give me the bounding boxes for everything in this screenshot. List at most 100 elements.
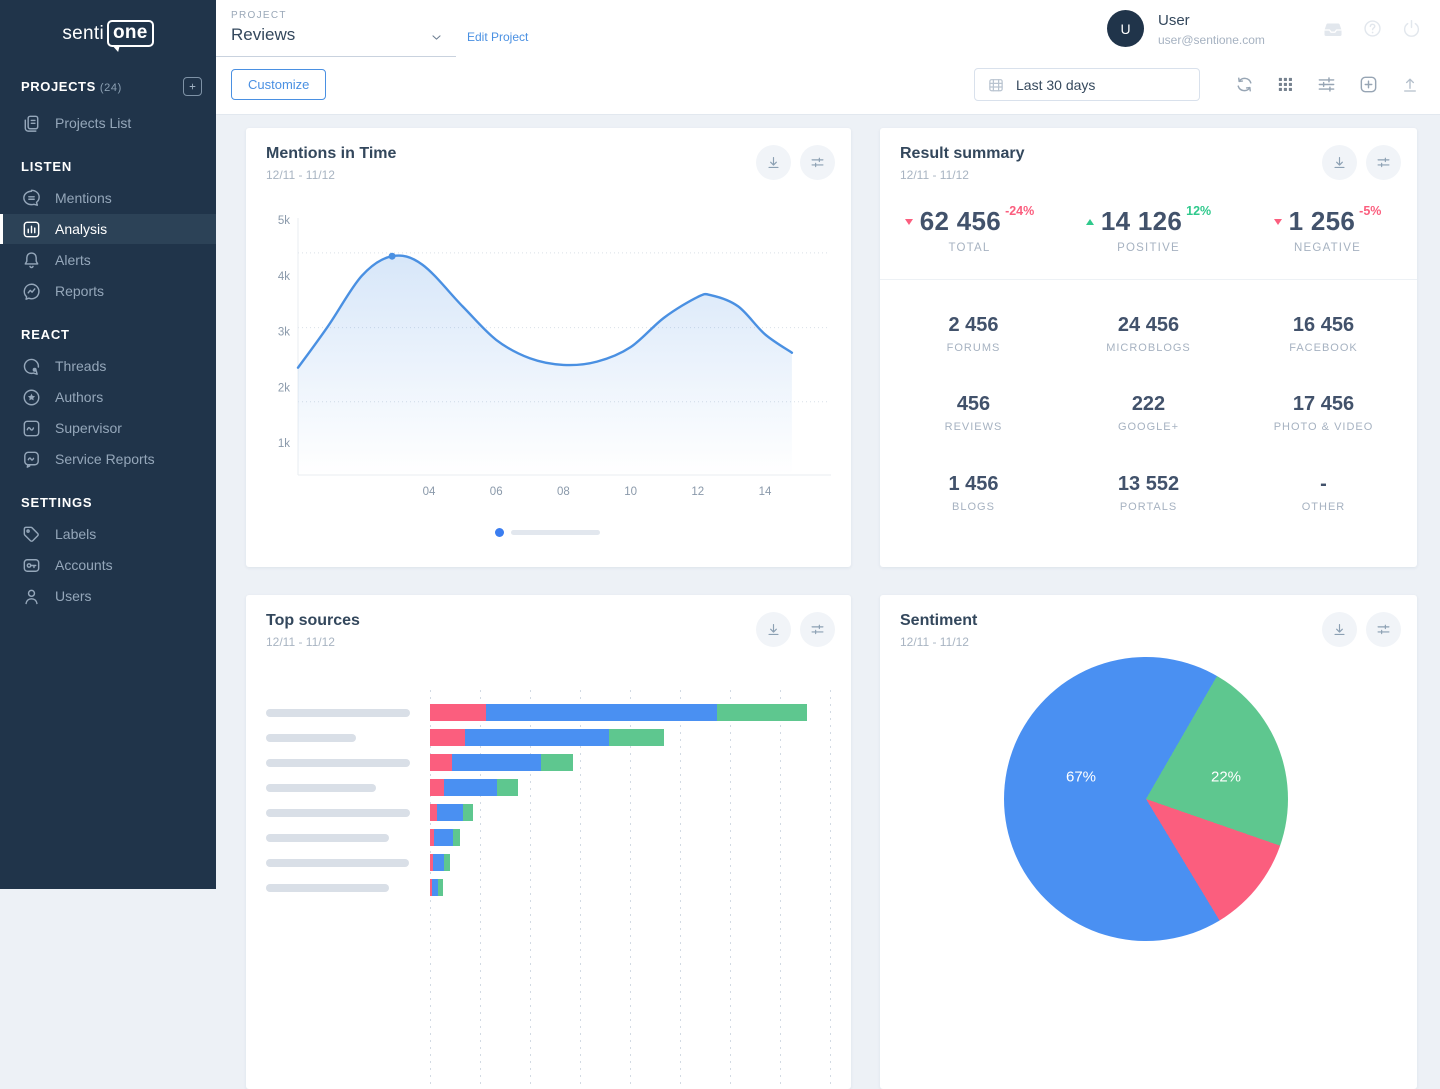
widget-settings-button[interactable] bbox=[800, 612, 835, 647]
grid-layout-icon[interactable] bbox=[1276, 75, 1295, 94]
bar-segment-neutral bbox=[465, 729, 609, 746]
app-logo[interactable]: senti one bbox=[0, 0, 216, 59]
download-button[interactable] bbox=[1322, 612, 1357, 647]
edit-project-link[interactable]: Edit Project bbox=[467, 30, 529, 44]
star-circle-icon bbox=[21, 387, 42, 408]
filters-icon[interactable] bbox=[1316, 74, 1337, 95]
bar-segment-positive bbox=[438, 879, 443, 896]
source-stacked-bar bbox=[430, 704, 807, 721]
summary-total-value: 14 126 bbox=[1100, 206, 1183, 236]
bar-segment-negative bbox=[430, 804, 437, 821]
export-icon[interactable] bbox=[1400, 75, 1420, 95]
bell-icon bbox=[21, 250, 42, 271]
sidebar-item-accounts[interactable]: Accounts bbox=[0, 550, 216, 580]
user-menu[interactable]: U User user@sentione.com bbox=[1107, 10, 1265, 47]
source-row[interactable] bbox=[246, 850, 851, 875]
bar-segment-positive bbox=[463, 804, 473, 821]
svg-text:06: 06 bbox=[490, 486, 503, 498]
project-selector[interactable]: PROJECT Reviews bbox=[216, 0, 456, 57]
summary-total-label: NEGATIVE bbox=[1294, 242, 1361, 254]
sidebar-item-users[interactable]: Users bbox=[0, 581, 216, 611]
pulse-square-icon bbox=[21, 418, 42, 439]
svg-text:5k: 5k bbox=[278, 215, 290, 227]
source-row[interactable] bbox=[246, 800, 851, 825]
download-button[interactable] bbox=[1322, 145, 1357, 180]
sidebar-item-mentions[interactable]: Mentions bbox=[0, 183, 216, 213]
bar-segment-positive bbox=[497, 779, 518, 796]
help-icon[interactable] bbox=[1362, 18, 1383, 40]
summary-total-value: 62 456 bbox=[919, 206, 1002, 236]
download-icon bbox=[765, 154, 782, 171]
project-selector-value: Reviews bbox=[231, 25, 296, 44]
source-row[interactable] bbox=[246, 750, 851, 775]
summary-total-value: 1 256 bbox=[1288, 206, 1356, 236]
sliders-icon bbox=[1375, 621, 1392, 638]
sidebar-item-supervisor[interactable]: Supervisor bbox=[0, 413, 216, 443]
sidebar-item-label: Reports bbox=[55, 283, 105, 299]
svg-text:12: 12 bbox=[691, 486, 704, 498]
source-row[interactable] bbox=[246, 825, 851, 850]
sidebar-item-label: Labels bbox=[55, 526, 97, 542]
svg-text:14: 14 bbox=[759, 486, 772, 498]
sidebar-item-labels[interactable]: Labels bbox=[0, 519, 216, 549]
summary-stat-blogs: 1 456 BLOGS bbox=[886, 453, 1061, 533]
refresh-icon[interactable] bbox=[1234, 74, 1255, 95]
card-date-range: 12/11 - 11/12 bbox=[900, 168, 969, 182]
sidebar-item-alerts[interactable]: Alerts bbox=[0, 245, 216, 275]
widget-settings-button[interactable] bbox=[800, 145, 835, 180]
card-date-range: 12/11 - 11/12 bbox=[266, 168, 335, 182]
bar-segment-neutral bbox=[437, 804, 463, 821]
stat-value: 17 456 bbox=[1292, 393, 1355, 416]
user-icon bbox=[21, 586, 42, 607]
sidebar-item-label: Users bbox=[55, 588, 92, 604]
svg-text:3k: 3k bbox=[278, 327, 290, 339]
calendar-icon bbox=[987, 76, 1005, 94]
sidebar-item-label: Projects List bbox=[55, 115, 132, 131]
pager-track[interactable] bbox=[511, 530, 600, 535]
sidebar-item-authors[interactable]: Authors bbox=[0, 382, 216, 412]
sidebar-item-service-reports[interactable]: Service Reports bbox=[0, 444, 216, 474]
add-project-button[interactable] bbox=[183, 77, 202, 96]
add-widget-icon[interactable] bbox=[1358, 74, 1379, 95]
sidebar-item-analysis[interactable]: Analysis bbox=[0, 214, 216, 244]
sidebar-item-threads[interactable]: Threads bbox=[0, 351, 216, 381]
power-icon[interactable] bbox=[1401, 18, 1422, 40]
bar-segment-neutral bbox=[452, 754, 541, 771]
stat-value: 2 456 bbox=[948, 313, 999, 336]
summary-total-label: TOTAL bbox=[948, 242, 991, 254]
projects-section-label: PROJECTS (24) bbox=[21, 79, 122, 94]
card-divider bbox=[880, 279, 1417, 280]
card-date-range: 12/11 - 11/12 bbox=[266, 635, 335, 649]
dashboard-content: Mentions in Time 12/11 - 11/12 5k 4k 3k 2k 1… bbox=[216, 115, 1440, 1089]
sidebar-item-projects-list[interactable]: Projects List bbox=[0, 108, 216, 138]
widget-settings-button[interactable] bbox=[1366, 612, 1401, 647]
source-stacked-bar bbox=[430, 754, 573, 771]
stat-label: FACEBOOK bbox=[1289, 341, 1358, 354]
project-selector-label: PROJECT bbox=[231, 10, 287, 21]
sidebar-item-reports[interactable]: Reports bbox=[0, 276, 216, 306]
source-row[interactable] bbox=[246, 875, 851, 900]
source-row[interactable] bbox=[246, 700, 851, 725]
date-range-picker[interactable]: Last 30 days bbox=[974, 68, 1200, 101]
card-date-range: 12/11 - 11/12 bbox=[900, 635, 969, 649]
pager-current-dot[interactable] bbox=[495, 528, 504, 537]
customize-button[interactable]: Customize bbox=[231, 69, 327, 100]
source-row[interactable] bbox=[246, 775, 851, 800]
stat-value: 1 456 bbox=[948, 473, 999, 496]
download-button[interactable] bbox=[756, 145, 791, 180]
widget-settings-button[interactable] bbox=[1366, 145, 1401, 180]
sidebar-section-react: REACT bbox=[21, 327, 70, 342]
chevron-down-icon bbox=[429, 30, 444, 45]
stat-label: MICROBLOGS bbox=[1106, 341, 1191, 354]
source-row[interactable] bbox=[246, 725, 851, 750]
inbox-icon[interactable] bbox=[1322, 18, 1344, 40]
triangle-down-icon bbox=[904, 218, 913, 225]
svg-text:04: 04 bbox=[423, 486, 436, 498]
summary-stat-forums: 2 456 FORUMS bbox=[886, 294, 1061, 374]
download-button[interactable] bbox=[756, 612, 791, 647]
svg-text:1k: 1k bbox=[278, 438, 290, 450]
summary-stat-reviews: 456 REVIEWS bbox=[886, 374, 1061, 454]
user-email: user@sentione.com bbox=[1158, 33, 1265, 47]
sliders-icon bbox=[809, 154, 826, 171]
summary-stat-microblogs: 24 456 MICROBLOGS bbox=[1061, 294, 1236, 374]
